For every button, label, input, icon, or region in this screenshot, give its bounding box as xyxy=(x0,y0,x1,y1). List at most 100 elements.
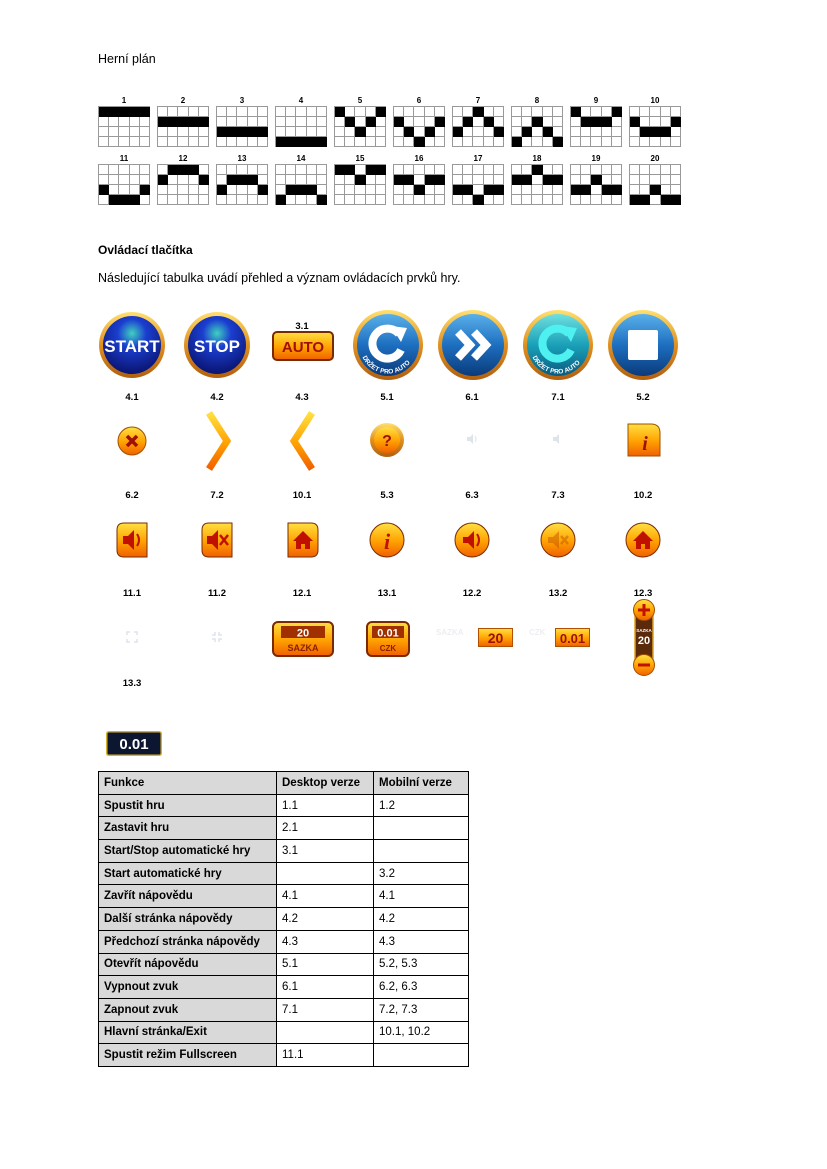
payline-cell xyxy=(394,127,405,137)
payline-cell xyxy=(365,185,376,195)
mobile-cell: 7.2, 7.3 xyxy=(373,997,469,1022)
table-row: Spustit hru 1.1 1.2 xyxy=(98,793,469,818)
payline-cell xyxy=(355,195,366,205)
payline: 7 xyxy=(452,96,504,147)
payline-cell xyxy=(522,137,533,147)
payline-cell-active xyxy=(581,117,592,127)
payline-number: 5 xyxy=(357,96,363,105)
payline: 11 xyxy=(98,154,150,205)
home-round-button[interactable] xyxy=(625,522,661,558)
payline-cell xyxy=(257,165,268,175)
payline-number: 14 xyxy=(296,154,306,163)
bet-stepper[interactable]: SAZKA 20 xyxy=(632,599,656,677)
fast-forward-button[interactable] xyxy=(436,308,510,382)
bet-mobile-button[interactable]: 20 xyxy=(478,628,513,647)
payline-cell-active xyxy=(601,117,612,127)
payline-cell-active xyxy=(483,117,494,127)
payline-grid xyxy=(511,164,563,205)
payline-cell-active xyxy=(139,107,150,117)
payline-cell xyxy=(99,175,110,185)
payline: 5 xyxy=(334,96,386,147)
payline-cell xyxy=(345,107,356,117)
payline-cell xyxy=(591,137,602,147)
fullscreen-button[interactable] xyxy=(126,631,138,643)
payline: 8 xyxy=(511,96,563,147)
payline-cell xyxy=(601,137,612,147)
payline-cell xyxy=(198,107,209,117)
next-page-button[interactable] xyxy=(205,410,231,472)
label-6-2: 6.2 xyxy=(125,490,139,501)
payline-cell xyxy=(601,165,612,175)
previous-page-button[interactable] xyxy=(290,410,316,472)
payline-cell xyxy=(247,195,258,205)
sound-off-mobile-button[interactable] xyxy=(116,522,148,558)
table-row: Zavřít nápovědu 4.1 4.1 xyxy=(98,884,469,909)
payline-cell xyxy=(581,175,592,185)
function-cell: Start automatické hry xyxy=(98,861,277,886)
desktop-cell: 11.1 xyxy=(276,1043,374,1067)
start-label: START xyxy=(104,337,160,356)
auto-button[interactable]: AUTO xyxy=(272,331,334,361)
payline-cell xyxy=(640,117,651,127)
payline: 12 xyxy=(157,154,209,205)
payline-cell xyxy=(434,195,445,205)
payline-number: 16 xyxy=(414,154,424,163)
payline-cell-active xyxy=(306,137,317,147)
payline-cell-active xyxy=(512,137,523,147)
payline-grid xyxy=(511,106,563,147)
payline-grid xyxy=(216,106,268,147)
label-5-3: 5.3 xyxy=(380,490,394,501)
open-help-round-button[interactable]: i xyxy=(369,522,405,558)
payline-cell xyxy=(158,165,169,175)
sound-on-mobile-button[interactable] xyxy=(201,522,233,558)
payline-cell xyxy=(404,195,415,205)
stop-square-button[interactable] xyxy=(606,308,680,382)
coin-value: 0.01 xyxy=(377,628,398,640)
payline: 1 xyxy=(98,96,150,147)
payline-number: 17 xyxy=(473,154,483,163)
coin-value-display[interactable]: 0.01 xyxy=(106,731,162,756)
payline-grid xyxy=(629,164,681,205)
label-4-2: 4.2 xyxy=(210,392,224,403)
payline-cell xyxy=(198,195,209,205)
coin-value-button[interactable]: 0.01 CZK xyxy=(366,621,410,657)
payline-cell xyxy=(630,127,641,137)
label-10-2: 10.2 xyxy=(633,490,653,501)
open-help-mobile-button[interactable]: i xyxy=(627,423,661,457)
bet-button[interactable]: 20 SAZKA xyxy=(272,621,334,657)
payline-cell-active xyxy=(434,117,445,127)
payline-cell xyxy=(257,117,268,127)
close-help-button[interactable] xyxy=(117,426,147,456)
payline-cell xyxy=(532,127,543,137)
hold-for-auto-mobile-button[interactable]: DRŽET PRO AUTO xyxy=(521,308,595,382)
open-help-button[interactable]: ? xyxy=(369,422,405,458)
sound-on-button[interactable] xyxy=(552,433,564,445)
payline-cell xyxy=(434,107,445,117)
payline-cell xyxy=(404,107,415,117)
function-cell: Start/Stop automatické hry xyxy=(98,839,277,863)
sound-off-round-button[interactable] xyxy=(454,522,490,558)
sound-on-round-button[interactable] xyxy=(540,522,576,558)
coin-mobile-button[interactable]: 0.01 xyxy=(555,628,590,647)
home-button[interactable] xyxy=(287,522,319,558)
payline-number: 8 xyxy=(534,96,540,105)
payline-cell-active xyxy=(650,185,661,195)
payline-cell xyxy=(306,165,317,175)
payline: 16 xyxy=(393,154,445,205)
hold-for-auto-button[interactable]: DRŽET PRO AUTO xyxy=(351,308,425,382)
speaker-icon xyxy=(467,434,477,444)
exit-fullscreen-icon xyxy=(212,632,222,642)
payline-cell xyxy=(483,107,494,117)
payline-cell xyxy=(119,137,130,147)
payline-cell xyxy=(99,137,110,147)
start-button[interactable]: START xyxy=(97,310,167,380)
payline-cell-active xyxy=(365,117,376,127)
payline-cell xyxy=(217,117,228,127)
payline: 14 xyxy=(275,154,327,205)
payline-cell xyxy=(493,165,504,175)
exit-fullscreen-button[interactable] xyxy=(211,631,223,643)
stop-button[interactable]: STOP xyxy=(182,310,252,380)
desktop-cell xyxy=(276,1020,374,1045)
sound-off-button[interactable] xyxy=(466,433,478,445)
function-cell: Zapnout zvuk xyxy=(98,997,277,1022)
